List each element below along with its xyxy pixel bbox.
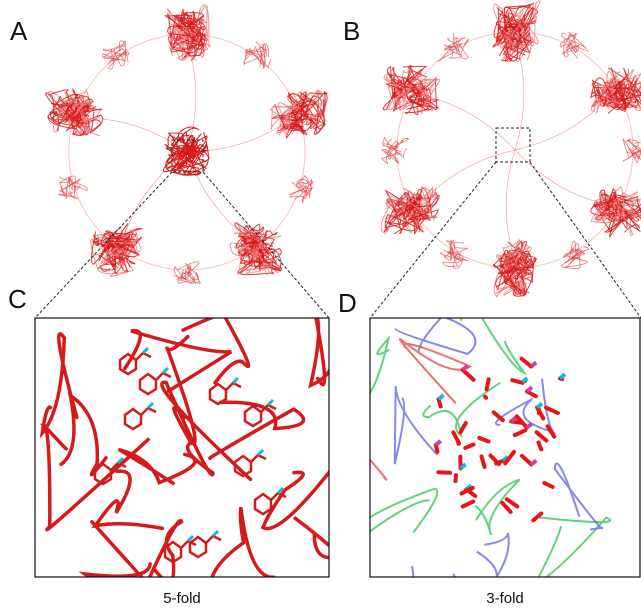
stick: [533, 513, 541, 520]
caption: 5-fold: [163, 590, 201, 607]
loop: [475, 479, 519, 534]
panel-label: A: [10, 16, 28, 46]
stick: [522, 359, 532, 367]
residue: [190, 536, 221, 557]
stick: [438, 472, 450, 473]
stick: [502, 503, 510, 512]
loop: [461, 285, 525, 373]
stick: [465, 445, 473, 448]
panel-label: D: [338, 288, 357, 318]
inner-strand: [515, 40, 524, 150]
page: {"panels": [{"label": "A"}, {"label": "B…: [0, 0, 641, 608]
stick-n: [527, 387, 532, 391]
stick: [522, 456, 531, 465]
ribbon: [61, 395, 106, 474]
loop: [409, 566, 472, 603]
stick-n: [560, 374, 565, 378]
ribbon: [85, 522, 164, 601]
ribbon: [263, 459, 339, 528]
stick: [539, 442, 542, 449]
stick: [537, 408, 543, 419]
figure: A B C D 5-fold 3-fold: [0, 0, 641, 608]
residue-n: [233, 378, 238, 383]
inner-strand: [515, 150, 610, 205]
stick-n: [527, 424, 532, 428]
stick-n: [436, 441, 441, 445]
stick: [548, 426, 555, 436]
stick: [460, 423, 465, 432]
zoom-3fold: [318, 285, 610, 604]
loop: [347, 339, 389, 404]
stick: [507, 499, 517, 506]
panel-label: B: [343, 16, 360, 46]
residue-n: [148, 403, 153, 408]
residue-n: [258, 450, 263, 455]
loop: [477, 533, 509, 586]
ribbon: [42, 334, 77, 433]
stick-n: [537, 404, 542, 408]
zoom-5fold: [42, 310, 359, 600]
ribbon: [210, 507, 273, 584]
stick-n: [531, 362, 536, 366]
panel-frame: [35, 318, 329, 577]
caption: 3-fold: [486, 590, 524, 607]
ribbon: [311, 310, 335, 385]
panel-label: C: [8, 284, 27, 314]
residue-n: [213, 531, 218, 536]
zoom-line: [35, 172, 172, 318]
stick: [487, 379, 489, 389]
residue-n: [268, 400, 273, 405]
ribbon: [144, 521, 182, 591]
stick: [515, 430, 526, 435]
loop: [400, 339, 470, 403]
stick: [463, 370, 474, 380]
zoom-line: [370, 162, 496, 318]
zoom-line: [530, 162, 641, 318]
stick: [463, 502, 473, 507]
stick: [485, 397, 486, 398]
stick: [482, 456, 485, 467]
loop: [395, 386, 438, 464]
residue: [120, 353, 151, 374]
stick: [546, 408, 558, 413]
residue-n: [163, 368, 168, 373]
stick-n: [439, 395, 444, 399]
ribbon: [162, 382, 251, 479]
ribbon: [295, 518, 360, 593]
inner-strand: [187, 152, 252, 241]
residue-n: [143, 348, 148, 353]
inner-strand: [420, 95, 515, 150]
capsid-a: [46, 5, 328, 284]
stick: [479, 438, 488, 442]
inner-strand: [506, 150, 515, 260]
capsid-b: [381, 1, 641, 297]
loop: [363, 489, 437, 533]
stick: [544, 483, 552, 487]
ribbon: [210, 402, 304, 458]
stick-n: [531, 460, 536, 464]
residue: [235, 455, 266, 476]
stick: [537, 432, 547, 440]
residue: [125, 408, 156, 429]
stick: [458, 441, 459, 444]
